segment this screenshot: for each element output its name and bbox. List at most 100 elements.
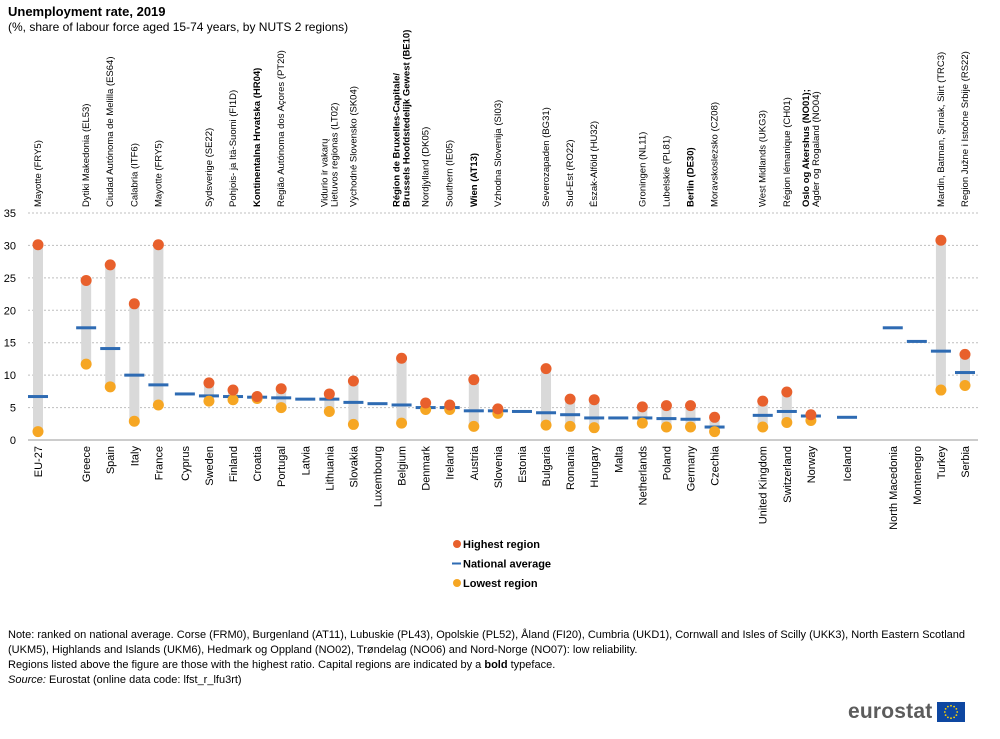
x-tick-label: Latvia: [300, 445, 312, 475]
legend-highest-marker: [453, 540, 461, 548]
lowest-point: [128, 415, 140, 427]
x-tick-label: Lithuania: [324, 445, 336, 491]
average-marker: [837, 415, 858, 419]
range-bar: [203, 382, 214, 402]
region-label: West Midlands (UKG3): [758, 110, 769, 207]
y-tick-label: 10: [4, 370, 16, 382]
highest-point: [251, 391, 263, 403]
region-label: Východné Slovensko (SK04): [348, 86, 359, 207]
range-bar: [960, 354, 970, 386]
lowest-point: [660, 421, 672, 433]
note-line-2: Regions listed above the figure are thos…: [8, 659, 556, 671]
average-marker: [100, 347, 121, 351]
flag-star: [947, 705, 950, 708]
region-label: Ciudad Autónoma de Melilla (ES64): [105, 56, 116, 207]
range-bar: [685, 405, 696, 428]
legend-label: Lowest region: [463, 578, 538, 590]
region-label: Észak-Alföld (HU32): [589, 121, 600, 207]
highest-point: [709, 411, 721, 423]
highest-point: [104, 259, 116, 271]
lowest-point: [685, 421, 697, 433]
region-label: Région de Bruxelles-Capitale/: [392, 73, 403, 207]
x-tick-label: Sweden: [204, 446, 216, 486]
lowest-point: [80, 358, 92, 370]
flag-star: [945, 714, 947, 716]
x-tick-label: Switzerland: [782, 446, 794, 503]
average-marker: [295, 397, 316, 401]
x-tick-label: Montenegro: [912, 446, 924, 505]
y-tick-label: 25: [4, 273, 16, 285]
range-bar: [565, 399, 576, 427]
legend-lowest-marker: [453, 579, 461, 587]
lowest-point: [347, 418, 359, 430]
lowest-point: [275, 402, 287, 414]
highest-point: [781, 386, 793, 398]
region-label: Agder og Rogaland (NO04): [811, 91, 822, 207]
highest-point: [564, 393, 576, 405]
region-label: Région lémanique (CH01): [782, 97, 793, 207]
region-label: Sud-Est (RO22): [565, 139, 576, 207]
chart-title: Unemployment rate, 2019: [8, 4, 166, 19]
lowest-point: [540, 419, 552, 431]
source-line: Source: Eurostat (online data code: lfst…: [8, 674, 242, 686]
range-bars: [33, 240, 970, 432]
flag-star: [945, 708, 947, 710]
average-marker: [882, 326, 903, 330]
average-marker: [463, 409, 484, 413]
region-label: Groningen (NL11): [637, 132, 648, 207]
highest-point: [323, 388, 335, 400]
average-marker: [148, 383, 169, 387]
average-marker: [608, 416, 629, 420]
region-label: Severozapaden (BG31): [541, 107, 552, 207]
x-tick-label: Slovenia: [493, 445, 505, 488]
average-marker: [560, 413, 581, 417]
lowest-point: [588, 422, 600, 434]
lowest-point: [935, 384, 947, 396]
region-label: Oslo og Akershus (NO01);: [801, 89, 812, 207]
x-tick-label: Iceland: [842, 446, 854, 481]
y-tick-label: 30: [4, 240, 16, 252]
x-tick-label: Germany: [686, 446, 698, 492]
highest-point: [685, 400, 697, 412]
flag-star: [953, 716, 956, 719]
unemployment-chart: 0 5 10 15 20 25 30 35 EU-27 Greece Spain Italy Fran…: [4, 30, 978, 590]
x-tick-label: Cyprus: [180, 446, 192, 481]
x-tick-label: Netherlands: [637, 446, 649, 506]
flag-star: [955, 714, 958, 716]
average-marker: [752, 413, 773, 417]
lowest-point: [203, 395, 215, 407]
average-marker: [776, 409, 797, 413]
x-tick-label: Romania: [565, 445, 577, 490]
region-label: Nordjylland (DK05): [421, 127, 432, 207]
x-tick-label: Hungary: [589, 446, 601, 488]
x-tick-label: Malta: [613, 445, 625, 473]
region-label: Moravskoslezsko (CZ08): [710, 102, 721, 207]
flag-star: [950, 717, 953, 720]
x-tick-label: Poland: [661, 446, 673, 480]
legend-label: National average: [463, 559, 551, 571]
region-label: Mardin, Batman, Şırnak, Siirt (TRC3): [936, 52, 947, 207]
x-tick-label: Slovakia: [348, 445, 360, 487]
legend: Highest region National average Lowest reg…: [452, 539, 551, 590]
highest-point: [757, 395, 769, 407]
region-label: Region Južne i Istočne Srbije (RS22): [960, 51, 971, 207]
region-label: Pohjois- ja Itä-Suomi (FI1D): [228, 90, 239, 207]
range-bar: [81, 280, 92, 365]
x-tick-label: Italy: [129, 446, 141, 467]
note-line-1: Note: ranked on national average. Corse …: [8, 629, 966, 656]
highest-point: [347, 375, 359, 387]
x-tick-label: Austria: [469, 445, 481, 480]
x-tick-label: Croatia: [252, 445, 264, 481]
highest-point: [660, 400, 672, 412]
x-tick-label: Greece: [81, 446, 93, 482]
x-tick-label: Spain: [105, 446, 117, 474]
highest-point: [396, 352, 408, 364]
range-bar: [105, 264, 116, 387]
flag-star: [956, 711, 959, 713]
lowest-point: [709, 426, 721, 438]
region-label: Calabria (ITF6): [129, 143, 140, 207]
highest-point: [420, 397, 432, 409]
average-marker: [343, 400, 364, 404]
highest-point: [128, 298, 140, 310]
average-marker: [536, 411, 557, 415]
